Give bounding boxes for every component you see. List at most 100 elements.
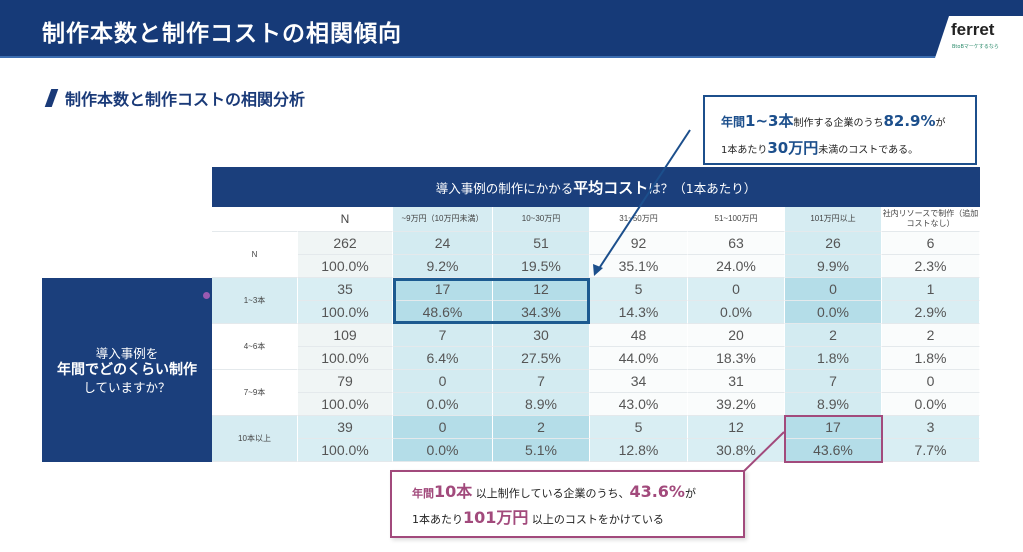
percent-cell: 0.0%: [688, 301, 785, 324]
count-cell: 34: [590, 370, 688, 393]
percent-cell: 39.2%: [688, 393, 785, 416]
column-header: 社内リソースで制作（追加コストなし）: [882, 207, 980, 232]
section-subtitle: 制作本数と制作コストの相関分析: [44, 86, 306, 110]
count-cell: 51: [493, 232, 590, 255]
percent-cell: 8.9%: [493, 393, 590, 416]
row-label: N: [212, 232, 298, 278]
count-cell: 7: [493, 370, 590, 393]
count-cell: 63: [688, 232, 785, 255]
callout-emphasis: 82.9%: [883, 112, 936, 130]
column-header: 31~50万円: [590, 207, 688, 232]
callout-emphasis: 43.6%: [629, 482, 685, 501]
count-cell: 0: [393, 416, 493, 439]
percent-cell: 35.1%: [590, 255, 688, 278]
callout-text: 以上のコストをかけている: [531, 513, 664, 526]
highlight-box-blue: [393, 278, 590, 324]
percent-cell: 100.0%: [298, 255, 393, 278]
percent-cell: 100.0%: [298, 301, 393, 324]
slide-header: 制作本数と制作コストの相関傾向: [0, 0, 1023, 58]
callout-text: 以上制作している企業のうち、: [475, 487, 630, 500]
column-header: 10~30万円: [493, 207, 590, 232]
percent-cell: 44.0%: [590, 347, 688, 370]
percent-cell: 7.7%: [882, 439, 980, 462]
count-cell: 26: [785, 232, 882, 255]
percent-cell: 0.0%: [393, 439, 493, 462]
highlight-box-pink: [784, 415, 883, 463]
count-cell: 12: [688, 416, 785, 439]
count-cell: 20: [688, 324, 785, 347]
percent-cell: 18.3%: [688, 347, 785, 370]
count-cell: 0: [688, 278, 785, 301]
percent-cell: 5.1%: [493, 439, 590, 462]
callout-text: が: [684, 487, 696, 500]
count-cell: 3: [882, 416, 980, 439]
count-cell: 17: [785, 416, 882, 439]
count-cell: 262: [298, 232, 393, 255]
slide-title: 制作本数と制作コストの相関傾向: [42, 21, 402, 47]
count-cell: 7: [785, 370, 882, 393]
callout-text: 1本あたり: [721, 145, 768, 156]
column-header: ~9万円（10万円未満）: [393, 207, 493, 232]
percent-cell: 43.0%: [590, 393, 688, 416]
callout-emphasis: 101万円: [463, 508, 529, 527]
percent-cell: 30.8%: [688, 439, 785, 462]
logo-name: ferret: [951, 20, 995, 39]
subtitle-text: 制作本数と制作コストの相関分析: [65, 90, 306, 109]
percent-cell: 1.8%: [882, 347, 980, 370]
callout-pink: 年間10本 以上制作している企業のうち、43.6%が 1本あたり101万円 以上…: [390, 470, 745, 538]
percent-cell: 27.5%: [493, 347, 590, 370]
logo-subtitle: BtoBマーケするなら: [952, 44, 999, 50]
count-cell: 5: [590, 278, 688, 301]
column-header: 101万円以上: [785, 207, 882, 232]
count-cell: 79: [298, 370, 393, 393]
question-text-end: は？（1本あたり）: [648, 180, 757, 196]
callout-text: 制作する企業のうち: [793, 118, 884, 129]
callout-text: 1本あたり: [412, 513, 463, 526]
count-cell: 39: [298, 416, 393, 439]
count-cell: 7: [393, 324, 493, 347]
row-label: 1~3本: [212, 278, 298, 324]
column-header: N: [298, 207, 393, 232]
percent-cell: 100.0%: [298, 347, 393, 370]
count-cell: 31: [688, 370, 785, 393]
row-question-line: していますか？: [83, 379, 171, 395]
percent-cell: 0.0%: [393, 393, 493, 416]
percent-cell: 100.0%: [298, 393, 393, 416]
count-cell: 2: [493, 416, 590, 439]
percent-cell: 6.4%: [393, 347, 493, 370]
percent-cell: 12.8%: [590, 439, 688, 462]
callout-emphasis: 1~3本: [745, 112, 794, 130]
callout-text: 年間: [721, 115, 746, 129]
column-header-blank: [212, 207, 298, 232]
row-question-emphasis: 年間でどのくらい制作: [57, 361, 197, 378]
count-cell: 109: [298, 324, 393, 347]
callout-text: が: [935, 118, 946, 129]
callout-emphasis: 30万円: [767, 139, 819, 157]
percent-cell: 19.5%: [493, 255, 590, 278]
count-cell: 92: [590, 232, 688, 255]
percent-cell: 2.3%: [882, 255, 980, 278]
slash-icon: [44, 89, 59, 107]
percent-cell: 8.9%: [785, 393, 882, 416]
column-header: 51~100万円: [688, 207, 785, 232]
question-emphasis: 平均コスト: [573, 178, 649, 197]
row-question-header: 導入事例を 年間でどのくらい制作 していますか？: [42, 278, 212, 462]
row-label: 7~9本: [212, 370, 298, 416]
percent-cell: 14.3%: [590, 301, 688, 324]
count-cell: 2: [882, 324, 980, 347]
callout-text: 未満のコストである。: [818, 145, 919, 156]
ferret-logo: ferret BtoBマーケするなら: [935, 16, 1023, 58]
callout-emphasis: 10本: [434, 482, 473, 501]
count-cell: 48: [590, 324, 688, 347]
count-cell: 0: [785, 278, 882, 301]
percent-cell: 1.8%: [785, 347, 882, 370]
percent-cell: 0.0%: [785, 301, 882, 324]
percent-cell: 9.9%: [785, 255, 882, 278]
marker-dot: [203, 292, 210, 299]
percent-cell: 100.0%: [298, 439, 393, 462]
percent-cell: 0.0%: [882, 393, 980, 416]
count-cell: 17: [393, 278, 493, 301]
percent-cell: 9.2%: [393, 255, 493, 278]
count-cell: 12: [493, 278, 590, 301]
question-text: 導入事例の制作にかかる: [435, 180, 574, 196]
